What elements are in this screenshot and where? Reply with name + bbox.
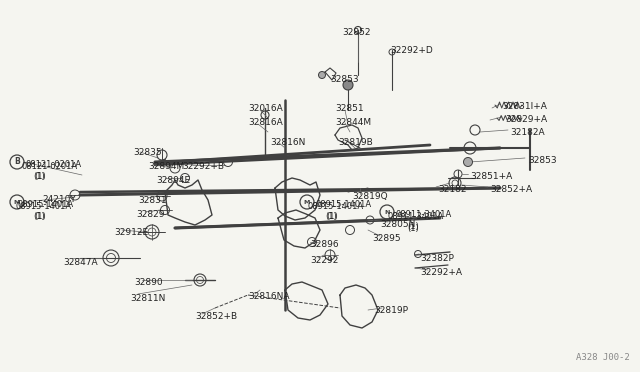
Text: 32829: 32829 [136,210,164,219]
Text: 32816N: 32816N [270,138,305,147]
Text: 32844M: 32844M [335,118,371,127]
Text: 08911-3401A: 08911-3401A [388,212,444,221]
Text: 32016A: 32016A [248,104,283,113]
Text: 32852+A: 32852+A [490,185,532,194]
Circle shape [343,80,353,90]
Text: 08915-1401A: 08915-1401A [16,202,72,211]
Text: N: N [384,209,390,215]
Text: 32816A: 32816A [248,118,283,127]
Text: 32819B: 32819B [338,138,372,147]
Text: (1): (1) [407,224,419,233]
Text: 32853: 32853 [528,156,557,165]
Circle shape [319,71,326,78]
Text: 32292+D: 32292+D [390,46,433,55]
Text: (1): (1) [325,212,337,221]
Text: (1): (1) [33,212,45,221]
Text: 32852: 32852 [342,28,371,37]
Text: 32819P: 32819P [374,306,408,315]
Text: 32831: 32831 [138,196,166,205]
Text: 32851+A: 32851+A [470,172,512,181]
Text: 32894M: 32894M [148,162,184,171]
Text: 32182A: 32182A [510,128,545,137]
Text: 32890: 32890 [134,278,163,287]
Text: 32912E: 32912E [114,228,148,237]
Circle shape [463,157,472,167]
Text: 24210Y: 24210Y [42,195,76,204]
Text: (1): (1) [34,212,45,221]
Text: 08121-0201A: 08121-0201A [22,162,78,171]
Text: B: B [14,157,20,167]
Text: 32831I+A: 32831I+A [502,102,547,111]
Text: (1): (1) [33,172,45,181]
Text: 32816NA: 32816NA [248,292,289,301]
Text: (1): (1) [326,212,338,221]
Text: 32894E: 32894E [156,176,190,185]
Text: 32895: 32895 [372,234,401,243]
Text: 08121-0201A: 08121-0201A [25,160,81,169]
Text: (1): (1) [407,222,419,231]
Text: 08911-3401A: 08911-3401A [396,210,452,219]
Text: 32805N: 32805N [380,220,415,229]
Text: 32811N: 32811N [130,294,165,303]
Text: M: M [304,199,310,205]
Text: 32851: 32851 [335,104,364,113]
Text: 32829+A: 32829+A [505,115,547,124]
Text: A328 J00-2: A328 J00-2 [576,353,630,362]
Text: 32847A: 32847A [63,258,98,267]
Text: 32819Q: 32819Q [352,192,388,201]
Text: M: M [14,199,20,205]
Text: (1): (1) [34,172,45,181]
Text: 32382P: 32382P [420,254,454,263]
Text: 32835: 32835 [133,148,162,157]
Text: 08915-1401A: 08915-1401A [307,202,363,211]
Text: 32292+B: 32292+B [182,162,224,171]
Text: 32292: 32292 [310,256,339,265]
Text: 08915-1401A: 08915-1401A [316,200,372,209]
Text: 32853: 32853 [330,75,358,84]
Text: 32292+A: 32292+A [420,268,462,277]
Text: 32852+B: 32852+B [195,312,237,321]
Text: 32896: 32896 [310,240,339,249]
Text: 08915-1401A: 08915-1401A [18,200,74,209]
Text: 32182: 32182 [438,185,467,194]
